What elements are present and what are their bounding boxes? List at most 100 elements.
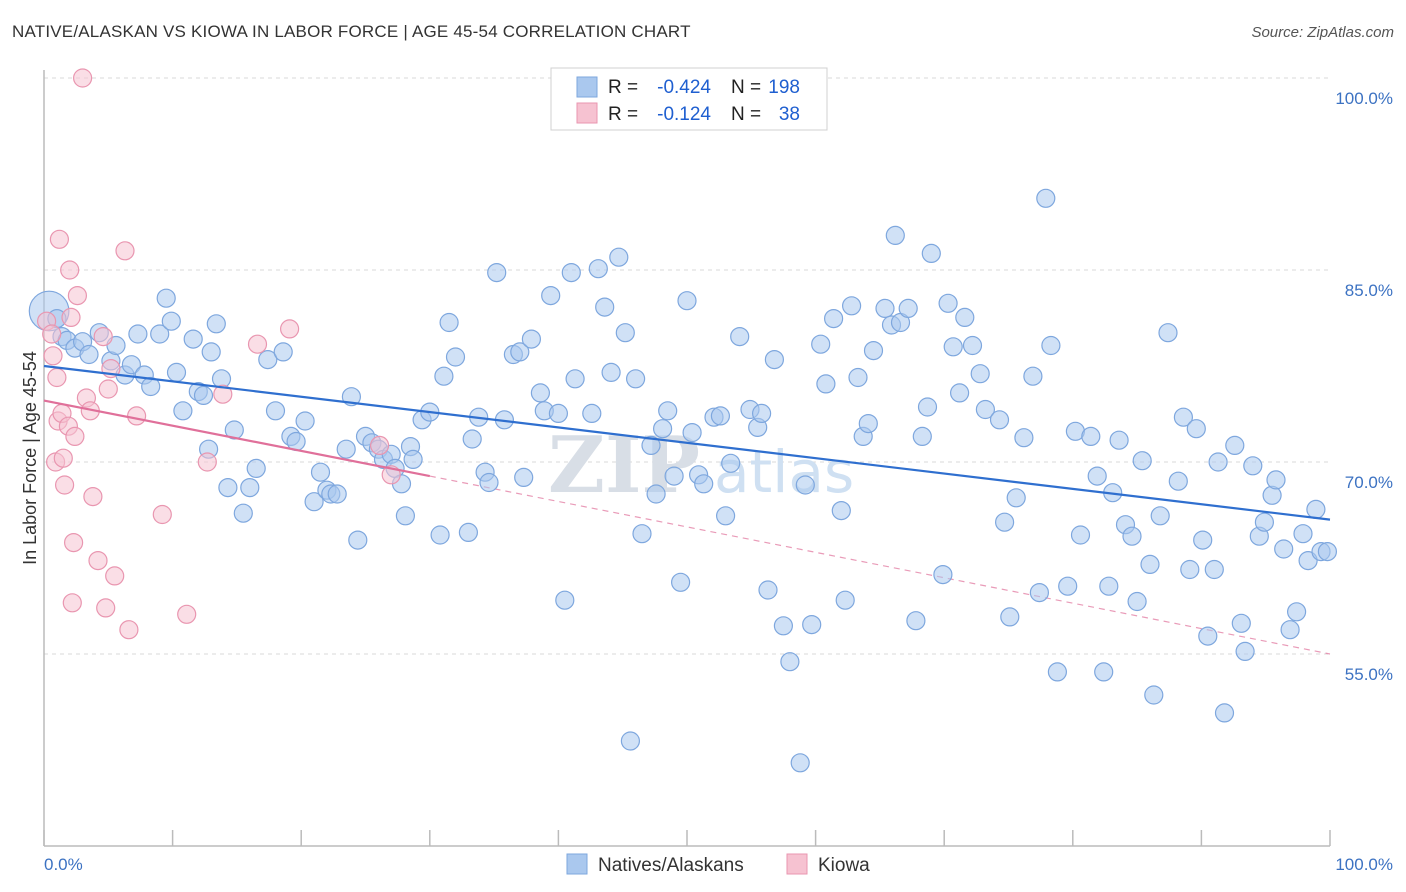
natives-point-147 [1029, 582, 1050, 603]
natives-point-58 [430, 525, 450, 545]
kiowa-point-4 [47, 367, 67, 388]
natives-trend-line [43, 364, 1331, 521]
natives-point-120 [848, 367, 868, 388]
natives-point-117 [831, 501, 851, 521]
natives-point-130 [912, 426, 932, 446]
natives-point-53 [395, 506, 415, 526]
natives-point-83 [601, 362, 621, 382]
natives-point-95 [677, 291, 697, 311]
kiowa-point-6 [49, 229, 70, 249]
natives-point-178 [1231, 613, 1251, 633]
natives-point-114 [811, 334, 831, 354]
natives-point-60 [445, 347, 466, 367]
natives-point-126 [885, 225, 905, 245]
kiowa-point-30 [152, 504, 172, 525]
natives-point-172 [1193, 530, 1213, 550]
series-natives-alaskans [28, 188, 1338, 773]
bottom-legend-natives: Natives/Alaskans [598, 855, 744, 876]
natives-point-107 [758, 580, 778, 600]
natives-point-163 [1132, 451, 1152, 471]
natives-point-192 [1317, 541, 1338, 562]
natives-point-109 [773, 616, 794, 636]
natives-point-88 [632, 524, 652, 544]
natives-point-72 [521, 329, 542, 349]
natives-point-96 [682, 423, 702, 443]
natives-point-24 [201, 342, 221, 362]
natives-point-30 [240, 478, 260, 498]
natives-point-92 [658, 401, 678, 421]
kiowa-point-32 [197, 452, 217, 472]
kiowa-point-31 [177, 604, 197, 624]
kiowa-point-12 [61, 307, 81, 327]
kiowa-point-1 [42, 324, 62, 344]
natives-point-111 [790, 753, 810, 773]
natives-point-102 [721, 453, 741, 473]
kiowa-point-33 [213, 384, 233, 404]
natives-point-141 [989, 410, 1010, 430]
natives-point-154 [1081, 426, 1101, 446]
natives-point-31 [246, 458, 266, 478]
natives-point-140 [975, 399, 996, 420]
natives-point-43 [336, 439, 356, 459]
natives-point-87 [625, 369, 646, 389]
natives-point-112 [795, 475, 815, 495]
natives-point-155 [1087, 466, 1107, 486]
natives-point-179 [1235, 641, 1255, 662]
legend-r-value-blue: -0.424 [657, 77, 711, 98]
natives-point-81 [588, 259, 608, 279]
natives-point-108 [764, 350, 785, 370]
kiowa-point-24 [98, 379, 118, 399]
natives-point-29 [233, 503, 253, 523]
legend-n-value-blue: 198 [768, 77, 800, 98]
legend-n-label-pink: N = [731, 104, 761, 125]
natives-point-166 [1150, 506, 1170, 526]
x-tick-label-max: 100.0% [1335, 855, 1393, 874]
natives-point-156 [1094, 662, 1114, 682]
x-tick-label-min: 0.0% [44, 855, 83, 874]
y-tick-labels: 55.0% 70.0% 85.0% 100.0% [1335, 89, 1393, 684]
natives-point-66 [479, 472, 499, 493]
natives-point-25 [206, 314, 226, 334]
natives-point-122 [858, 414, 878, 434]
natives-point-164 [1140, 554, 1160, 575]
natives-point-32 [258, 350, 278, 370]
x-tick-labels: 0.0% 100.0% [44, 855, 1393, 874]
legend-swatch-pink [576, 102, 598, 124]
natives-point-42 [327, 484, 347, 504]
kiowa-trend-line [43, 399, 431, 478]
bottom-legend-swatch-pink [786, 853, 808, 875]
natives-point-33 [265, 401, 286, 421]
watermark-zip: ZIP [548, 420, 700, 511]
natives-point-139 [970, 364, 990, 384]
natives-point-100 [710, 406, 731, 426]
natives-point-123 [863, 341, 884, 361]
natives-point-11 [121, 355, 141, 375]
gridlines [44, 77, 1330, 655]
kiowa-point-34 [247, 334, 268, 354]
legend-swatch-blue [576, 76, 598, 98]
kiowa-point-21 [88, 550, 108, 571]
natives-point-119 [841, 296, 862, 316]
kiowa-point-20 [83, 487, 103, 507]
natives-point-14 [141, 376, 161, 397]
natives-point-28 [224, 420, 244, 440]
legend-n-label-blue: N = [731, 77, 761, 98]
source-label: Source: ZipAtlas.com [1251, 24, 1394, 41]
natives-point-174 [1204, 559, 1224, 580]
natives-point-110 [780, 652, 800, 672]
natives-point-153 [1070, 525, 1091, 545]
kiowa-point-22 [93, 327, 113, 347]
natives-point-39 [310, 462, 331, 482]
legend-r-label-pink: R = [608, 104, 638, 125]
natives-point-182 [1254, 512, 1275, 532]
natives-point-188 [1293, 524, 1313, 544]
natives-point-16 [156, 288, 176, 308]
natives-point-171 [1186, 419, 1206, 439]
natives-point-84 [609, 247, 629, 267]
natives-point-15 [150, 324, 170, 344]
natives-point-186 [1280, 620, 1300, 640]
legend-r-value-pink: -0.124 [657, 104, 711, 125]
kiowa-point-13 [62, 593, 82, 613]
natives-point-80 [582, 403, 602, 423]
natives-point-59 [439, 312, 459, 333]
